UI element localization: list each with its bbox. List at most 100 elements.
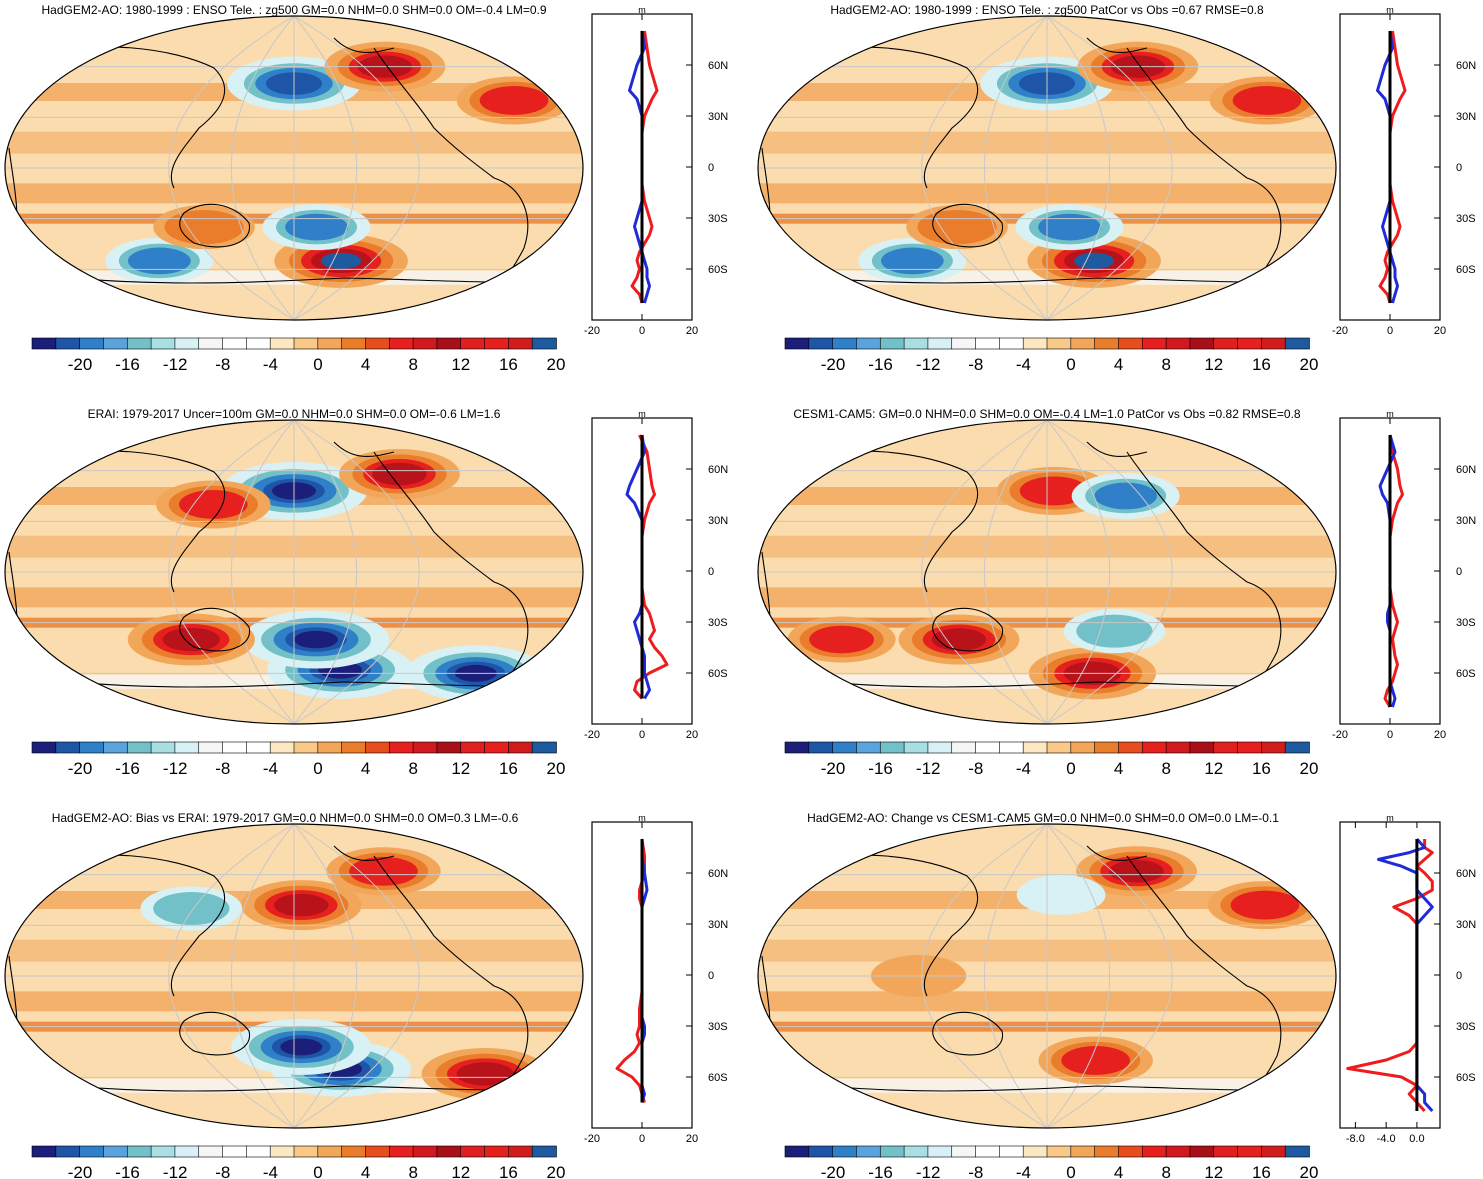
coastline-path <box>179 1011 251 1056</box>
colorbar-label: -8 <box>968 1163 983 1179</box>
colorbar-swatch <box>832 1145 858 1158</box>
zonal-lat-label: 30S <box>1456 213 1476 225</box>
anomaly-contour <box>179 490 248 519</box>
colorbar-swatch <box>1022 1145 1048 1158</box>
graticule <box>5 824 583 1128</box>
zonal-xtick-label: 20 <box>686 325 698 337</box>
colorbar-label: 0 <box>1066 759 1075 778</box>
colorbar-swatch <box>1141 741 1167 754</box>
panel-enso-hadgem2: HadGEM2-AO: 1980-1999 : ENSO Tele. : zg5… <box>4 3 728 374</box>
colorbar-swatch <box>784 1145 810 1158</box>
colorbar-swatch <box>269 1145 295 1158</box>
colorbar-label: -20 <box>821 1163 846 1179</box>
zonal-xtick-label: 0 <box>639 325 645 337</box>
colorbar-swatch <box>79 337 105 350</box>
zonal-lat-label: 30N <box>708 111 728 123</box>
colorbar-swatch <box>150 1145 176 1158</box>
zonal-frame <box>1339 821 1441 1129</box>
colorbar-swatch <box>1165 1145 1191 1158</box>
colorbar-swatch <box>927 337 953 350</box>
zonal-lat-label: 30S <box>1456 617 1476 629</box>
zonal-line-land <box>1383 434 1404 708</box>
map-outline <box>757 419 1337 725</box>
colorbar: -20 -16 -12 -8 -4 0 4 8 12 16 20 <box>31 337 566 374</box>
zonal-line-ocean <box>1378 434 1397 708</box>
meridian-line <box>983 420 1048 724</box>
colorbar-swatch <box>975 741 1001 754</box>
zonal-lat-label: 60S <box>708 264 728 276</box>
zonal-mean-plot: m -8.0 -4.0 0.0 60N 30N 0 30S 60S <box>1339 813 1476 1145</box>
colorbar-label: 4 <box>361 759 370 778</box>
zonal-xtick-label: 0 <box>1387 325 1393 337</box>
colorbar-label: 4 <box>1114 355 1123 374</box>
colorbar-label: 20 <box>547 355 566 374</box>
colorbar-swatch <box>365 337 391 350</box>
zonal-xtick-label: -20 <box>1332 325 1348 337</box>
colorbar-swatch <box>55 1145 81 1158</box>
colorbar-label: -4 <box>1016 355 1031 374</box>
colorbar-swatch <box>1118 337 1144 350</box>
panel-bias-erai: HadGEM2-AO: Bias vs ERAI: 1979-2017 GM=0… <box>4 811 728 1179</box>
colorbar-swatch <box>460 1145 486 1158</box>
anomaly-blob <box>242 610 390 669</box>
zonal-lat-label: 60S <box>1456 1072 1476 1084</box>
colorbar-swatch <box>1213 741 1239 754</box>
colorbar-swatch <box>1022 741 1048 754</box>
colorbar-label: -20 <box>68 1163 93 1179</box>
anomaly-contour <box>809 625 875 654</box>
colorbar-swatch <box>1261 337 1286 350</box>
colorbar-swatch <box>317 741 343 754</box>
colorbar-swatch <box>1141 1145 1167 1158</box>
map-field <box>758 16 1336 320</box>
colorbar-swatch <box>1213 337 1239 350</box>
anomaly-contour <box>294 630 338 649</box>
meridian-line <box>168 420 295 724</box>
colorbar-label: -4 <box>263 1163 278 1179</box>
coastline-path <box>333 441 395 458</box>
colorbar-swatch <box>436 337 462 350</box>
colorbar-label: 4 <box>361 355 370 374</box>
anomaly-contour <box>280 1038 323 1056</box>
colorbar-swatch <box>927 1145 953 1158</box>
colorbar-swatch <box>1046 1145 1072 1158</box>
colorbar-swatch <box>341 1145 367 1158</box>
colorbar-label: 0 <box>1066 1163 1075 1179</box>
colorbar-swatch <box>1237 337 1263 350</box>
anomaly-blob <box>1027 233 1161 288</box>
colorbar-swatch <box>1118 1145 1144 1158</box>
colorbar-label: 16 <box>499 759 518 778</box>
anomaly-contour <box>1019 476 1089 506</box>
colorbar-swatch <box>174 337 200 350</box>
colorbar-swatch <box>293 741 319 754</box>
zonal-xtick-label: 0.0 <box>1409 1133 1424 1145</box>
colorbar-swatch <box>531 1145 557 1158</box>
coastline-path <box>373 47 495 179</box>
colorbar-swatch <box>1094 337 1120 350</box>
zonal-unit-label: m <box>638 5 646 15</box>
zonal-line-land <box>633 434 669 700</box>
colorbar-label: -4 <box>263 355 278 374</box>
colorbar-swatch <box>1094 1145 1120 1158</box>
colorbar-label: 0 <box>313 355 322 374</box>
anomaly-contour <box>479 86 549 115</box>
zonal-xtick-label: -20 <box>584 1133 600 1145</box>
colorbar-swatch <box>246 741 271 754</box>
colorbar-label: -12 <box>916 355 941 374</box>
meridian-line <box>230 16 295 320</box>
colorbar: -20 -16 -12 -8 -4 0 4 8 12 16 20 <box>784 337 1318 374</box>
colorbar-swatch <box>484 337 510 350</box>
coastline-path <box>179 607 251 652</box>
colorbar-label: 12 <box>1204 1163 1223 1179</box>
map-outline <box>757 823 1337 1129</box>
colorbar-swatch <box>856 741 882 754</box>
colorbar-swatch <box>975 1145 1001 1158</box>
panel-erai: ERAI: 1979-2017 Uncer=100m GM=0.0 NHM=0.… <box>4 407 728 778</box>
map-field <box>758 824 1336 1128</box>
colorbar-label: 16 <box>1252 1163 1271 1179</box>
zonal-line-land <box>1346 839 1434 1113</box>
zonal-lat-label: 0 <box>708 162 714 174</box>
colorbar-swatch <box>1237 741 1263 754</box>
map-field <box>5 824 583 1128</box>
zonal-mean-plot: m -20 0 20 60N 30N 0 30S 60S <box>584 409 728 741</box>
zonal-lat-label: 0 <box>1456 970 1462 982</box>
